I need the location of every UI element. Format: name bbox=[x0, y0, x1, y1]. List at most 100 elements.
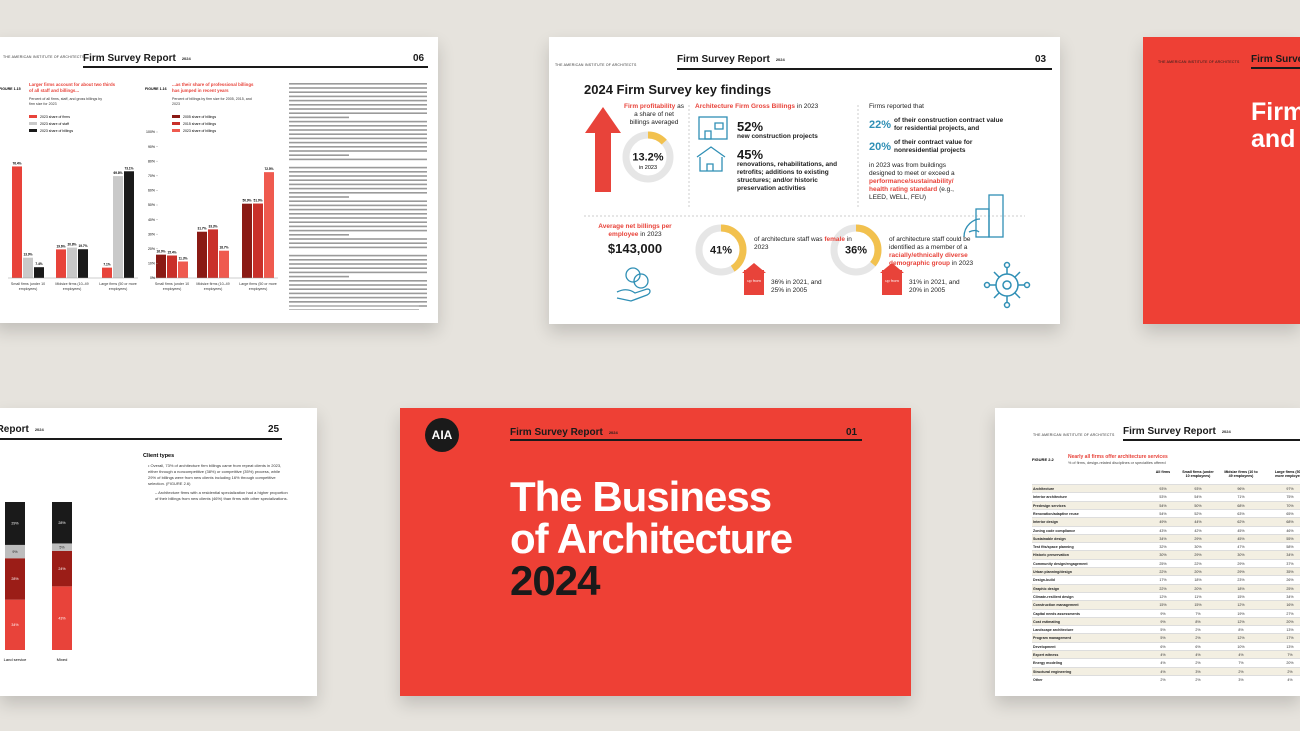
title-year: 2024 bbox=[510, 557, 600, 604]
column-header: All firms bbox=[1155, 470, 1171, 474]
body-text-line bbox=[289, 271, 427, 274]
table-cell: 93% bbox=[1194, 487, 1202, 491]
table-row: Renovation/adaptive reuse 54% 52% 63% 65% bbox=[1032, 508, 1300, 519]
table-row: Construction management 15% 15% 12% 16% bbox=[1032, 600, 1300, 610]
page-cover-right: THE AMERICAN INSTITUTE OF ARCHITECTS Fir… bbox=[1143, 37, 1300, 324]
table-cell: 10% bbox=[1237, 644, 1245, 649]
body-text-line bbox=[289, 196, 349, 198]
row-label: Predesign services bbox=[1033, 503, 1066, 508]
bar-segment bbox=[5, 502, 25, 545]
bullet: – Architecture firms with a residential … bbox=[155, 490, 288, 501]
legend-label: 2015 share of billings bbox=[183, 122, 216, 126]
donut-arc bbox=[695, 224, 747, 276]
table-cell: 8% bbox=[1195, 619, 1201, 624]
table-cell: 20% bbox=[1286, 619, 1294, 624]
profitability-desc: as a share of net billings averaged bbox=[629, 103, 684, 126]
donut-arc bbox=[830, 224, 882, 276]
row-label: Structural engineering bbox=[1033, 669, 1072, 674]
sustainability-intro: Firms reported that bbox=[869, 103, 924, 110]
table-row: Climate-resilient design 12% 11% 15% 34% bbox=[1032, 591, 1300, 602]
diverse-text: of architecture staff could be identifie… bbox=[889, 236, 989, 268]
bar-segment bbox=[5, 599, 25, 650]
diverse-highlight: racially/ethnically diverse demographic … bbox=[889, 252, 968, 267]
bar bbox=[156, 254, 166, 278]
body-text-line bbox=[289, 192, 427, 194]
table-cell: 34% bbox=[1286, 594, 1294, 599]
chart-subtitle: Percent of billings by firm size for 200… bbox=[172, 97, 252, 106]
diverse-history: 31% in 2021, and 20% in 2005 bbox=[909, 279, 960, 295]
body-text-line bbox=[289, 183, 427, 186]
row-label: Community design/engagement bbox=[1033, 561, 1088, 566]
body-text-line bbox=[289, 217, 427, 219]
body-text-line bbox=[289, 104, 427, 106]
profitability-text: Firm profitability as a share of net bil… bbox=[624, 103, 684, 127]
table-cell: 9% bbox=[1160, 611, 1166, 616]
table-cell: 35% bbox=[1286, 570, 1294, 574]
bar-segment bbox=[52, 502, 72, 544]
bar bbox=[253, 203, 263, 278]
billings-heading: Architecture Firm Gross Billings bbox=[695, 103, 796, 110]
bar bbox=[34, 267, 44, 278]
table-cell: 30% bbox=[1194, 545, 1202, 550]
up-from-label: up from bbox=[885, 278, 899, 283]
body-text-line bbox=[289, 137, 427, 140]
table-cell: 97% bbox=[1286, 487, 1294, 491]
report-title: Firm Survey Report 2024 bbox=[0, 424, 44, 435]
table-cell: 32% bbox=[1159, 545, 1167, 550]
table-cell: 2% bbox=[1195, 661, 1201, 666]
value-label: 69.8% bbox=[113, 171, 122, 175]
bar bbox=[102, 267, 112, 278]
arrow-icon bbox=[585, 107, 621, 192]
body-text-line bbox=[289, 133, 427, 135]
table-cell: 65% bbox=[1286, 511, 1294, 516]
sustainability-example: (e.g., LEED, WELL, FEU) bbox=[869, 186, 954, 201]
table-cell: 11% bbox=[1194, 594, 1202, 599]
table-cell: 15% bbox=[1237, 594, 1245, 599]
body-text-line bbox=[289, 254, 427, 257]
table-cell: 93% bbox=[1159, 487, 1167, 491]
table-row: Test fits/space planning 32% 30% 47% 58% bbox=[1032, 542, 1300, 552]
up-arrow bbox=[742, 263, 766, 273]
female-highlight: female bbox=[824, 236, 845, 243]
net-billings-suffix: in 2023 bbox=[640, 231, 662, 238]
bar bbox=[219, 250, 229, 278]
table-row: Historic preservation 30% 29% 30% 34% bbox=[1032, 550, 1300, 560]
table-cell: 22% bbox=[1159, 570, 1167, 574]
body-text-line bbox=[289, 171, 427, 173]
donut-arc bbox=[622, 131, 674, 183]
table-row: Sustainable design 34% 29% 45% 55% bbox=[1032, 533, 1300, 544]
report-year: 2024 bbox=[608, 429, 618, 435]
table-cell: 34% bbox=[1286, 553, 1294, 558]
bar-segment bbox=[52, 586, 72, 650]
row-label: Design-build bbox=[1033, 578, 1055, 583]
page-03: 13.2% in 2023 41% 36% THE AMERICAN INSTITUT… bbox=[549, 37, 1060, 324]
table-cell: 25% bbox=[1159, 561, 1167, 566]
legend-swatch bbox=[29, 115, 37, 118]
table-row: Design-build 17% 18% 23% 26% bbox=[1032, 575, 1300, 585]
row-label: Interior architecture bbox=[1033, 495, 1067, 500]
value-label: 7.1% bbox=[103, 263, 110, 267]
header-rule bbox=[83, 66, 428, 68]
table-row: Graphic design 22% 20% 18% 25% bbox=[1032, 583, 1300, 593]
table-cell: 26% bbox=[1286, 578, 1294, 583]
female-text: of architecture staff was female in 2023 bbox=[754, 236, 854, 252]
table-cell: 50% bbox=[1194, 503, 1202, 508]
bar bbox=[197, 231, 207, 278]
table-cell: 53% bbox=[1159, 495, 1167, 500]
bar bbox=[78, 249, 88, 278]
sustainability-value: 20% bbox=[869, 141, 892, 153]
row-label: Zoning code compliance bbox=[1033, 528, 1076, 533]
value-label: 16.0% bbox=[156, 250, 165, 254]
body-text-line bbox=[289, 99, 427, 102]
column-header: Midsize firms (10 to 49 employees) bbox=[1224, 470, 1258, 479]
y-tick-label: 50% bbox=[148, 203, 155, 207]
building-icon bbox=[696, 116, 728, 172]
table-cell: 20% bbox=[1286, 661, 1294, 666]
chart-title: ...as their share of professional billin… bbox=[172, 82, 254, 93]
page-06-charts: FIGURE 1.15 2023 share of firms 76.4% 19.6%… bbox=[0, 83, 427, 310]
value-label: 7.4% bbox=[35, 262, 42, 266]
body-text-line bbox=[289, 179, 427, 181]
category-label: Midsize firms (10–49 employees) bbox=[55, 282, 89, 291]
table-cell: 4% bbox=[1238, 653, 1244, 657]
